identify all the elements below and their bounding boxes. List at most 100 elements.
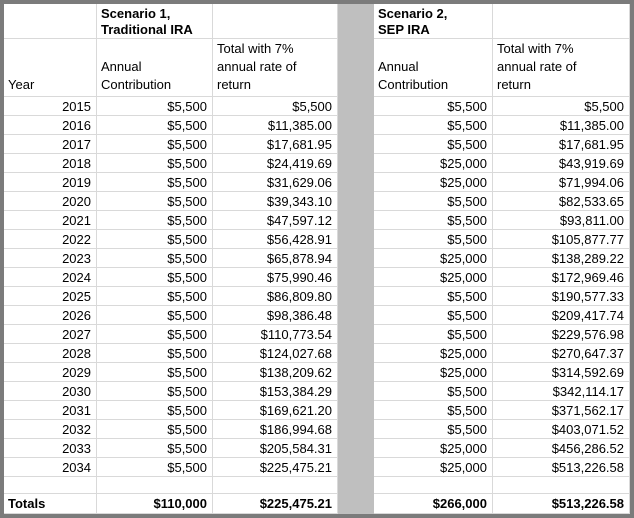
s2-total-cell: $17,681.95	[493, 135, 630, 154]
s1-contribution-cell: $5,500	[97, 173, 213, 192]
s2-contribution-cell: $25,000	[374, 173, 493, 192]
s2-total-cell: $342,114.17	[493, 382, 630, 401]
s2-contribution-cell: $25,000	[374, 268, 493, 287]
s1-contribution-cell: $5,500	[97, 401, 213, 420]
year-cell: 2030	[4, 382, 97, 401]
s1-contribution-cell: $5,500	[97, 135, 213, 154]
s2-total-cell: $82,533.65	[493, 192, 630, 211]
s2-total-cell: $138,289.22	[493, 249, 630, 268]
year-cell: 2026	[4, 306, 97, 325]
s1-total-cell: $86,809.80	[213, 287, 338, 306]
year-cell: 2023	[4, 249, 97, 268]
blank-cell	[213, 477, 338, 494]
year-cell: 2015	[4, 97, 97, 116]
year-cell: 2034	[4, 458, 97, 477]
s1-contribution-cell: $5,500	[97, 249, 213, 268]
divider-column	[338, 4, 374, 514]
corner-cell	[4, 4, 97, 39]
s1-total-cell: $11,385.00	[213, 116, 338, 135]
s2-contribution-cell: $25,000	[374, 249, 493, 268]
s1-total-cell: $5,500	[213, 97, 338, 116]
totals-s1-contribution: $110,000	[97, 494, 213, 514]
scenario1-title: Scenario 1, Traditional IRA	[97, 4, 213, 39]
s2-total-cell: $513,226.58	[493, 458, 630, 477]
scenario1-title-spill-cell	[213, 4, 338, 39]
totals-s2-total: $513,226.58	[493, 494, 630, 514]
s2-total-cell: $105,877.77	[493, 230, 630, 249]
s1-total-cell: $24,419.69	[213, 154, 338, 173]
year-cell: 2024	[4, 268, 97, 287]
s1-contribution-cell: $5,500	[97, 306, 213, 325]
s1-total-cell: $65,878.94	[213, 249, 338, 268]
year-cell: 2022	[4, 230, 97, 249]
s1-contribution-cell: $5,500	[97, 116, 213, 135]
s1-total-cell: $17,681.95	[213, 135, 338, 154]
year-cell: 2021	[4, 211, 97, 230]
year-cell: 2032	[4, 420, 97, 439]
s2-contribution-cell: $5,500	[374, 211, 493, 230]
s2-contribution-cell: $25,000	[374, 458, 493, 477]
year-cell: 2029	[4, 363, 97, 382]
s1-total-cell: $153,384.29	[213, 382, 338, 401]
s1-total-cell: $186,994.68	[213, 420, 338, 439]
year-header: Year	[4, 39, 97, 97]
s2-total-cell: $270,647.37	[493, 344, 630, 363]
s1-contribution-cell: $5,500	[97, 154, 213, 173]
year-cell: 2025	[4, 287, 97, 306]
s2-contribution-cell: $5,500	[374, 420, 493, 439]
s2-total-cell: $71,994.06	[493, 173, 630, 192]
s2-total-cell: $456,286.52	[493, 439, 630, 458]
s1-contribution-cell: $5,500	[97, 192, 213, 211]
year-cell: 2031	[4, 401, 97, 420]
s2-contribution-cell: $5,500	[374, 325, 493, 344]
s2-total-cell: $11,385.00	[493, 116, 630, 135]
s2-total-cell: $172,969.46	[493, 268, 630, 287]
s1-total-cell: $138,209.62	[213, 363, 338, 382]
s2-contribution-cell: $25,000	[374, 154, 493, 173]
totals-s2-contribution: $266,000	[374, 494, 493, 514]
s2-contribution-cell: $5,500	[374, 192, 493, 211]
s1-total-cell: $39,343.10	[213, 192, 338, 211]
s2-total-cell: $229,576.98	[493, 325, 630, 344]
s2-total-cell: $314,592.69	[493, 363, 630, 382]
s1-total-cell: $169,621.20	[213, 401, 338, 420]
spreadsheet: Scenario 1, Traditional IRA Scenario 2, …	[4, 4, 630, 514]
year-cell: 2019	[4, 173, 97, 192]
s1-total-header: Total with 7% annual rate of return	[213, 39, 338, 97]
s2-total-cell: $209,417.74	[493, 306, 630, 325]
blank-cell	[374, 477, 493, 494]
s2-contribution-cell: $5,500	[374, 230, 493, 249]
s2-contribution-cell: $25,000	[374, 439, 493, 458]
s1-contribution-cell: $5,500	[97, 268, 213, 287]
s1-contribution-cell: $5,500	[97, 420, 213, 439]
s2-contribution-cell: $5,500	[374, 306, 493, 325]
year-cell: 2018	[4, 154, 97, 173]
year-cell: 2033	[4, 439, 97, 458]
s1-contribution-cell: $5,500	[97, 439, 213, 458]
s2-contribution-cell: $5,500	[374, 97, 493, 116]
totals-label: Totals	[4, 494, 97, 514]
s2-contribution-cell: $5,500	[374, 382, 493, 401]
s2-total-cell: $93,811.00	[493, 211, 630, 230]
s1-contribution-cell: $5,500	[97, 458, 213, 477]
year-cell: 2016	[4, 116, 97, 135]
s2-total-cell: $403,071.52	[493, 420, 630, 439]
s2-contribution-cell: $5,500	[374, 401, 493, 420]
s1-contribution-cell: $5,500	[97, 363, 213, 382]
s2-contribution-cell: $5,500	[374, 287, 493, 306]
s1-total-cell: $75,990.46	[213, 268, 338, 287]
s1-contribution-cell: $5,500	[97, 97, 213, 116]
s1-total-cell: $98,386.48	[213, 306, 338, 325]
s2-contribution-cell: $25,000	[374, 344, 493, 363]
year-cell: 2017	[4, 135, 97, 154]
s1-contribution-header: Annual Contribution	[97, 39, 213, 97]
s1-contribution-cell: $5,500	[97, 344, 213, 363]
s1-contribution-cell: $5,500	[97, 382, 213, 401]
blank-cell	[493, 477, 630, 494]
s2-contribution-header: Annual Contribution	[374, 39, 493, 97]
blank-cell	[97, 477, 213, 494]
scenario2-title: Scenario 2, SEP IRA	[374, 4, 493, 39]
s1-contribution-cell: $5,500	[97, 211, 213, 230]
s2-total-cell: $5,500	[493, 97, 630, 116]
